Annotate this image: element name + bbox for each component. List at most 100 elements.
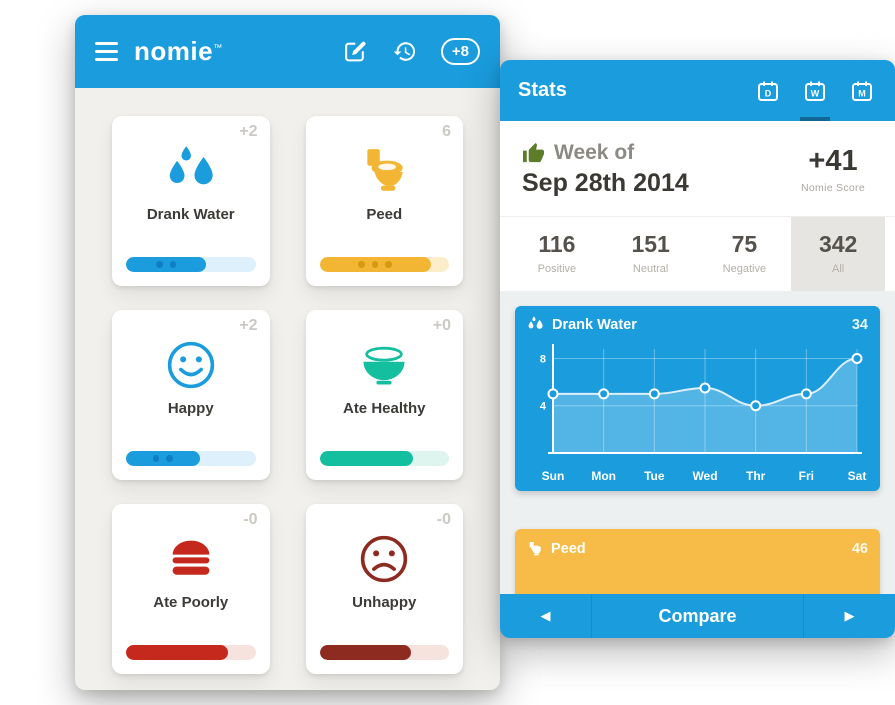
page-title: Stats	[518, 79, 567, 101]
tab-day[interactable]: D	[753, 60, 783, 121]
svg-text:Tue: Tue	[644, 469, 665, 483]
nomie-score-block: +41 Nomie Score	[801, 145, 873, 194]
tracker-progress	[319, 257, 449, 272]
total-value: 75	[731, 231, 758, 257]
chart-card-title: Drank Water	[552, 316, 637, 333]
tab-week[interactable]: W	[800, 60, 830, 121]
bowl-icon	[358, 336, 410, 394]
total-neutral: 151 Neutral	[604, 217, 698, 291]
tracker-card-drank-water[interactable]: +2 Drank Water	[112, 116, 270, 286]
tracker-badge: +2	[239, 123, 258, 140]
total-label: All	[832, 263, 845, 275]
period-date: Sep 28th 2014	[522, 169, 689, 197]
water-drops-icon	[165, 142, 217, 200]
total-value: 151	[631, 231, 670, 257]
total-label: Positive	[537, 263, 577, 275]
tracker-progress	[319, 645, 449, 660]
svg-text:D: D	[765, 88, 772, 98]
tab-month[interactable]: M	[847, 60, 877, 121]
tracker-badge: -0	[436, 511, 451, 528]
tracker-card-ate-poorly[interactable]: -0 Ate Poorly	[112, 504, 270, 674]
tracker-name: Drank Water	[146, 206, 235, 223]
svg-text:Sat: Sat	[848, 469, 867, 483]
app-header: nomie™ +8	[75, 15, 500, 88]
svg-text:8: 8	[540, 353, 546, 365]
tracker-progress	[126, 451, 256, 466]
svg-text:Fri: Fri	[799, 469, 814, 483]
tracker-name: Ate Poorly	[153, 594, 229, 611]
right-arrow-icon: ▶	[844, 608, 855, 623]
total-negative: 75 Negative	[698, 217, 792, 291]
tracker-progress	[319, 451, 449, 466]
chart-card-total: 34	[851, 316, 868, 333]
tracker-card-happy[interactable]: +2 Happy	[112, 310, 270, 480]
burger-icon	[165, 530, 217, 588]
score-badge[interactable]: +8	[440, 38, 480, 65]
stats-screen: Stats D W	[500, 60, 895, 638]
calendar-day-icon: D	[758, 81, 778, 101]
week-summary: Week of Sep 28th 2014 +41 Nomie Score	[500, 121, 895, 216]
chart-card-header: Peed 46	[527, 541, 868, 557]
history-icon[interactable]	[392, 39, 417, 64]
tracker-badge: 6	[442, 123, 451, 140]
svg-text:M: M	[858, 88, 866, 98]
total-value: 342	[818, 231, 858, 257]
total-label: Negative	[722, 263, 767, 275]
happy-face-icon	[164, 336, 218, 394]
total-all: 342 All	[791, 217, 885, 291]
next-period-button[interactable]: ▶	[803, 594, 895, 638]
compare-button[interactable]: Compare	[658, 605, 737, 626]
total-value: 116	[538, 231, 576, 257]
tracker-name: Unhappy	[352, 594, 417, 611]
total-positive: 116 Positive	[510, 217, 604, 291]
tracker-badge: +2	[239, 317, 258, 334]
tracker-name: Ate Healthy	[342, 400, 426, 417]
stats-header: Stats D W	[500, 60, 895, 121]
left-arrow-icon: ◀	[540, 608, 551, 623]
toilet-icon	[359, 142, 409, 200]
tracker-badge: +0	[432, 317, 451, 334]
calendar-month-icon: M	[852, 81, 872, 101]
compare-bar: ◀ Compare ▶	[500, 594, 895, 638]
tracker-grid: +2 Drank Water 6	[75, 88, 500, 690]
hamburger-menu-icon[interactable]	[95, 41, 118, 62]
tracker-badge: -0	[243, 511, 258, 528]
thumbs-up-icon	[522, 142, 545, 162]
chart-card-total: 46	[851, 541, 868, 557]
totals-row: 116 Positive 151 Neutral 75 Negative 342…	[500, 216, 895, 291]
tracker-card-unhappy[interactable]: -0 Unhappy	[305, 504, 463, 674]
compose-icon[interactable]	[343, 39, 368, 64]
drank-water-stat-card[interactable]: Drank Water 34 8 4 Sun Mon Tue Wed Thr Fri Sat	[515, 306, 880, 491]
period-prefix: Week of	[554, 141, 635, 164]
period-block: Week of Sep 28th 2014	[522, 141, 689, 198]
sad-face-icon	[357, 530, 411, 588]
drank-water-area-chart: 8 4 Sun Mon Tue Wed Thr Fri Sat	[527, 337, 868, 487]
total-label: Neutral	[632, 263, 669, 275]
svg-text:Thr: Thr	[746, 469, 766, 483]
tracker-screen: nomie™ +8 +2	[75, 15, 500, 690]
svg-text:Mon: Mon	[591, 469, 616, 483]
tracker-name: Peed	[366, 206, 403, 223]
nomie-score-label: Nomie Score	[801, 182, 865, 194]
period-tabs: D W	[753, 60, 877, 121]
header-actions: +8	[343, 38, 480, 65]
svg-text:Sun: Sun	[542, 469, 565, 483]
tracker-card-peed[interactable]: 6 Peed	[305, 116, 463, 286]
water-drops-icon	[527, 316, 544, 333]
chart-card-header: Drank Water 34	[527, 316, 868, 333]
app-logo: nomie™	[134, 36, 223, 67]
tracker-progress	[126, 257, 256, 272]
prev-period-button[interactable]: ◀	[500, 594, 592, 638]
svg-text:4: 4	[540, 401, 547, 413]
svg-text:Wed: Wed	[692, 469, 717, 483]
calendar-week-icon: W	[805, 81, 825, 101]
toilet-icon	[527, 541, 543, 557]
tracker-name: Happy	[167, 400, 214, 417]
chart-card-title: Peed	[551, 541, 586, 557]
logo-text: nomie	[134, 36, 214, 66]
nomie-score-value: +41	[808, 145, 858, 177]
tracker-progress	[126, 645, 256, 660]
tracker-card-ate-healthy[interactable]: +0 Ate Healthy	[305, 310, 463, 480]
trademark: ™	[213, 42, 223, 53]
